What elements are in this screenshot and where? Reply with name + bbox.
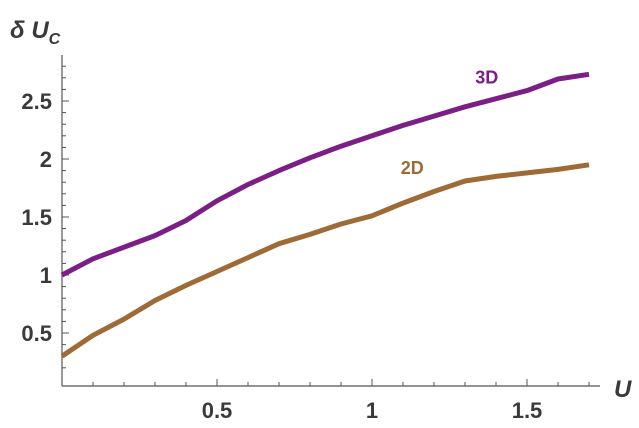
series-lines xyxy=(60,71,590,359)
y-axis-title-main: δ U xyxy=(10,17,49,44)
y-tick-label: 2.5 xyxy=(21,89,52,114)
tick-marks xyxy=(61,65,590,386)
y-tick-label: 1 xyxy=(40,263,52,288)
series-line-3d xyxy=(60,71,590,278)
axes xyxy=(61,55,600,387)
y-axis-title: δ UC xyxy=(10,17,61,48)
y-tick-label: 0.5 xyxy=(21,321,52,346)
x-axis-title: U xyxy=(614,376,632,403)
x-tick-label: 0.5 xyxy=(202,398,233,423)
x-tick-label: 1 xyxy=(366,398,378,423)
x-tick-label: 1.5 xyxy=(512,398,543,423)
series-line-2d xyxy=(60,162,590,359)
series-label-3d: 3D xyxy=(475,68,498,88)
y-axis-title-subscript: C xyxy=(49,31,61,48)
series-label-2d: 2D xyxy=(401,158,424,178)
labels: 0.5 1 1.5 0.5 1 1.5 2 2.5 3D 2D xyxy=(21,68,542,423)
y-tick-label: 2 xyxy=(40,147,52,172)
y-tick-label: 1.5 xyxy=(21,205,52,230)
